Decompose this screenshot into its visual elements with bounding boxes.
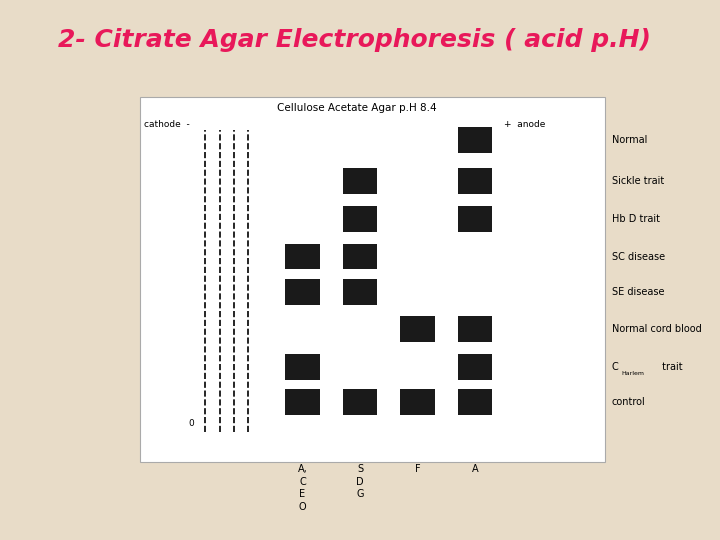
Text: C: C <box>612 362 618 372</box>
Text: 0: 0 <box>189 420 194 428</box>
Text: Sickle trait: Sickle trait <box>612 176 665 186</box>
Bar <box>400 316 435 342</box>
Bar <box>458 168 492 194</box>
Text: SE disease: SE disease <box>612 287 665 296</box>
Text: trait: trait <box>659 362 683 372</box>
Bar <box>458 354 492 380</box>
Text: Normal: Normal <box>612 136 647 145</box>
Text: Hb D trait: Hb D trait <box>612 214 660 224</box>
Bar <box>458 316 492 342</box>
Text: F: F <box>415 464 420 475</box>
Bar <box>285 279 320 305</box>
Text: SC disease: SC disease <box>612 252 665 261</box>
Bar <box>343 168 377 194</box>
Bar <box>458 206 492 232</box>
Text: 2- Citrate Agar Electrophoresis ( acid p.H): 2- Citrate Agar Electrophoresis ( acid p… <box>58 29 650 52</box>
Bar <box>458 389 492 415</box>
Bar <box>343 389 377 415</box>
Bar <box>285 244 320 269</box>
Bar <box>285 354 320 380</box>
Text: A,
C
E
O: A, C E O <box>297 464 307 511</box>
Text: Normal cord blood: Normal cord blood <box>612 325 702 334</box>
Bar <box>343 279 377 305</box>
Bar <box>285 389 320 415</box>
Text: Harlem: Harlem <box>621 371 644 376</box>
Bar <box>458 127 492 153</box>
Bar <box>343 206 377 232</box>
Text: Cellulose Acetate Agar p.H 8.4: Cellulose Acetate Agar p.H 8.4 <box>276 103 436 113</box>
Text: +  anode: + anode <box>504 120 545 129</box>
Text: cathode  -: cathode - <box>144 120 190 129</box>
Bar <box>343 244 377 269</box>
Text: S
D
G: S D G <box>356 464 364 499</box>
Bar <box>400 389 435 415</box>
Bar <box>140 97 605 462</box>
Text: A: A <box>472 464 479 475</box>
Text: control: control <box>612 397 646 407</box>
